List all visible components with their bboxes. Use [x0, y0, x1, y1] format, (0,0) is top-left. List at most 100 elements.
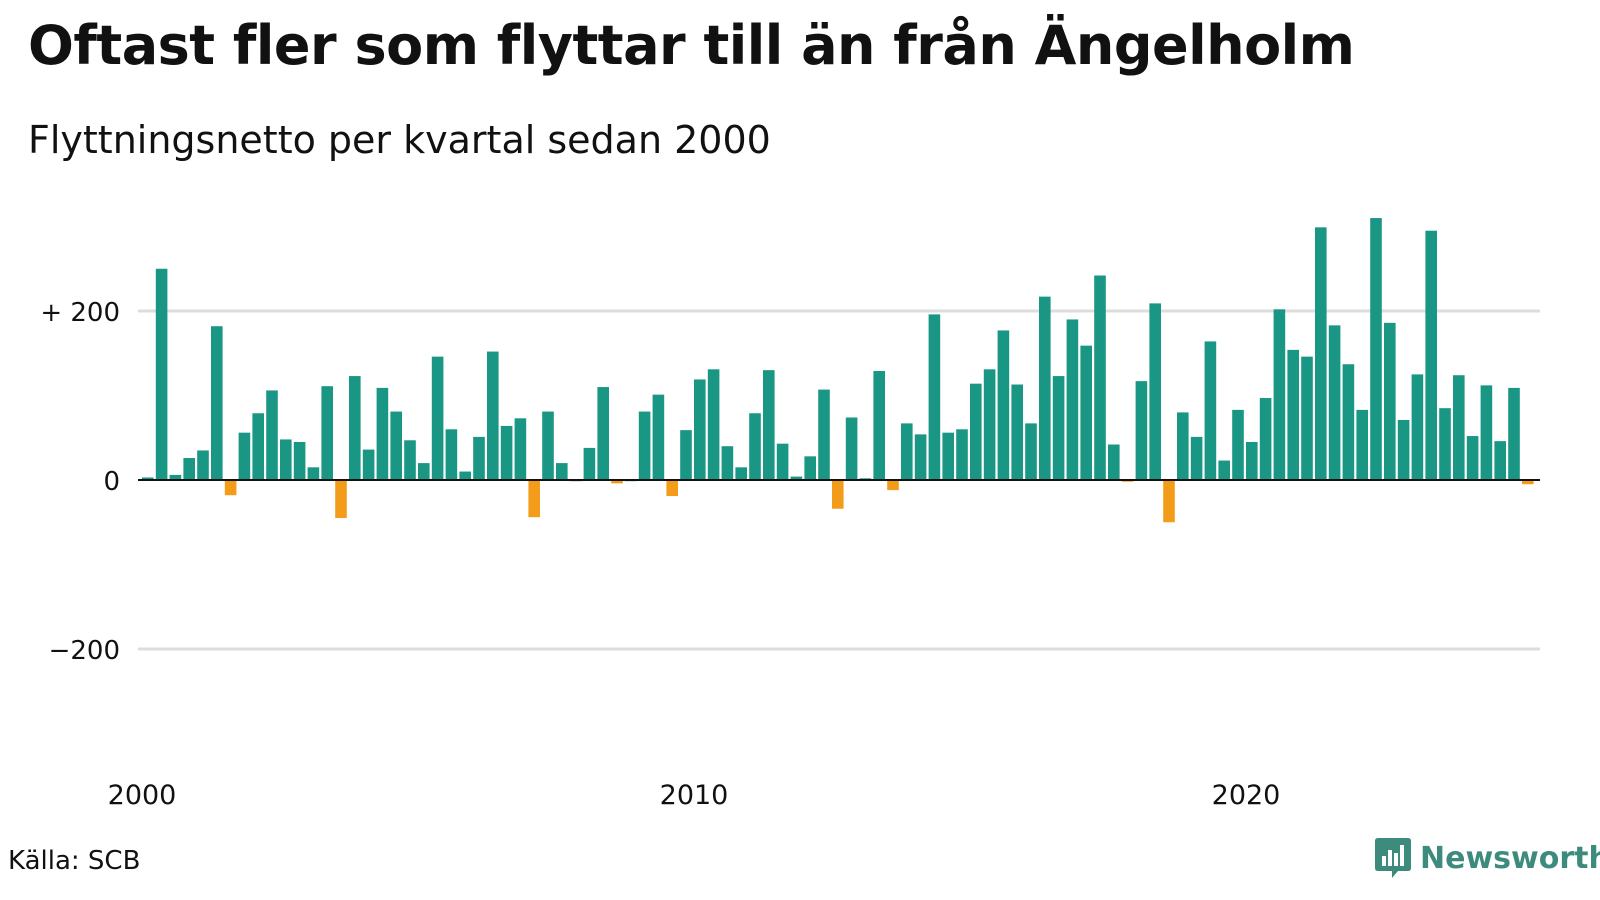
bar	[1439, 408, 1451, 481]
bar	[1425, 230, 1437, 480]
bar	[459, 471, 471, 480]
bar	[1259, 398, 1272, 480]
chart-subtitle: Flyttningsnetto per kvartal sedan 2000	[28, 118, 771, 162]
bar	[224, 480, 237, 496]
bar	[1039, 296, 1051, 480]
bar	[376, 387, 389, 480]
y-tick-label: + 200	[40, 298, 120, 328]
bar	[707, 369, 720, 480]
bar	[1273, 309, 1286, 480]
bar	[735, 467, 747, 480]
bar	[694, 379, 706, 480]
bar	[349, 376, 361, 480]
bar	[390, 411, 402, 480]
bar	[1301, 356, 1313, 480]
bar	[1052, 376, 1065, 480]
grid-lines	[138, 309, 1540, 651]
axes: + 200 0 −200 2000 2010 2020	[40, 298, 1540, 811]
bar	[1287, 349, 1299, 480]
bar	[183, 458, 195, 480]
bar	[1135, 381, 1148, 480]
bar	[983, 369, 996, 480]
bar	[1315, 227, 1327, 480]
bar	[142, 477, 154, 480]
bar	[1328, 325, 1341, 480]
bar	[473, 436, 485, 480]
bar	[238, 432, 251, 480]
bar	[293, 441, 306, 480]
bar	[335, 480, 347, 519]
bar	[1342, 364, 1355, 481]
bar	[155, 268, 168, 480]
bar	[970, 383, 982, 480]
bar	[638, 411, 651, 480]
bar	[583, 447, 596, 480]
bar	[1508, 387, 1520, 480]
bar	[1066, 319, 1079, 480]
bar	[528, 480, 540, 518]
brand-logo: Newsworthy	[1374, 836, 1600, 880]
bar	[1522, 480, 1534, 485]
x-tick-label: 2010	[660, 780, 729, 811]
y-tick-label: −200	[49, 636, 120, 666]
bar	[1246, 441, 1258, 480]
bar	[1356, 409, 1368, 480]
bar	[252, 413, 264, 480]
bar-chart: + 200 0 −200 2000 2010 2020	[40, 218, 1540, 811]
bar	[790, 476, 803, 480]
bar	[749, 413, 761, 480]
chart-title: Oftast fler som flyttar till än från Äng…	[28, 14, 1355, 77]
bar	[680, 430, 692, 480]
bar	[445, 429, 458, 480]
bar	[928, 314, 941, 480]
bar	[818, 389, 830, 480]
bar	[362, 449, 375, 480]
bar	[776, 443, 789, 481]
bar	[956, 429, 968, 480]
bar	[942, 432, 954, 480]
bar	[1177, 412, 1189, 480]
bar	[1094, 275, 1106, 480]
bar	[1080, 345, 1092, 480]
bar	[873, 371, 885, 480]
bar	[556, 463, 568, 480]
brand-name: Newsworthy	[1420, 840, 1600, 876]
bar	[666, 480, 678, 497]
bar	[1204, 341, 1217, 480]
bar	[1397, 420, 1410, 480]
bar	[1370, 218, 1382, 481]
bar	[1218, 460, 1230, 480]
bar	[887, 480, 899, 491]
bar	[652, 394, 665, 480]
bar	[611, 480, 623, 484]
bar	[431, 356, 444, 480]
bar	[804, 456, 816, 480]
bar	[404, 440, 416, 480]
bar	[1232, 409, 1244, 480]
bar	[1480, 385, 1493, 480]
bar	[901, 423, 913, 480]
bar	[1108, 444, 1120, 480]
bar	[500, 425, 513, 480]
bar	[1190, 436, 1203, 480]
bar-chart-logo-icon	[1375, 838, 1411, 878]
x-tick-label: 2020	[1212, 780, 1281, 811]
bar	[542, 411, 554, 480]
bar	[1149, 303, 1161, 480]
bar	[1411, 374, 1424, 481]
bar	[266, 390, 278, 480]
bar	[1466, 436, 1479, 480]
bar	[418, 463, 430, 480]
bar	[914, 434, 927, 480]
bar	[1453, 375, 1465, 480]
bar	[763, 370, 775, 480]
bar	[721, 446, 734, 480]
bar	[211, 326, 223, 480]
bar	[487, 351, 499, 480]
bar	[845, 417, 858, 480]
bar	[280, 439, 292, 480]
bar	[307, 467, 320, 480]
bar	[997, 330, 1010, 480]
bar	[321, 386, 333, 480]
source-label: Källa: SCB	[8, 846, 141, 876]
